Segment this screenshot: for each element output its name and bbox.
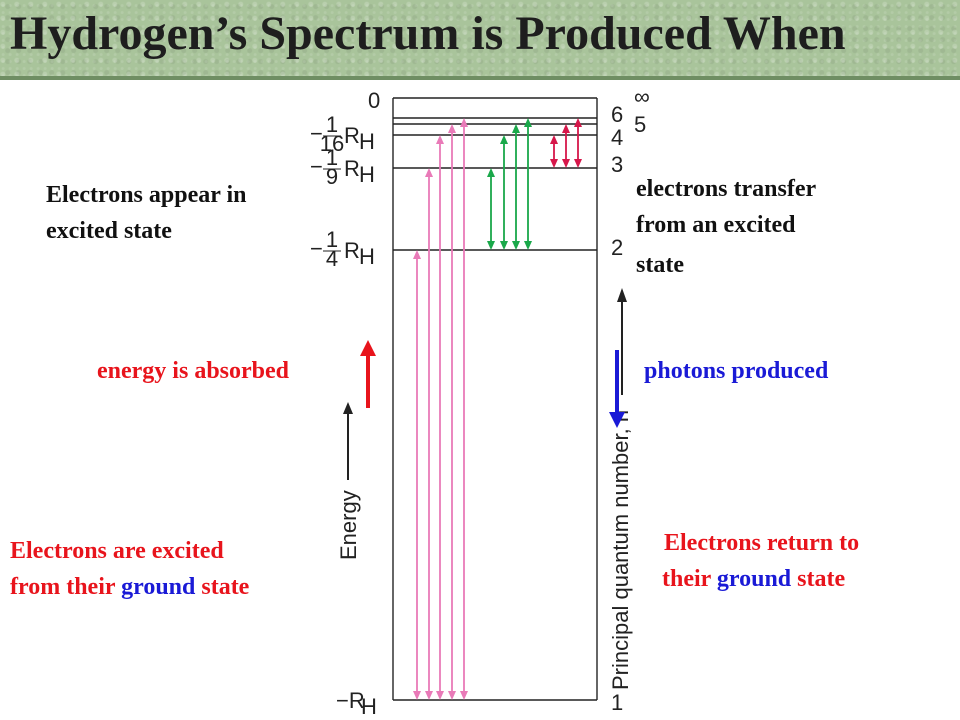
slide-title: Hydrogen’s Spectrum is Produced When <box>10 7 846 60</box>
n-label-2: 2 <box>611 235 623 260</box>
return-text-b: state <box>791 566 846 592</box>
balmer-transition-6-2 <box>524 118 532 250</box>
n-label-5: 5 <box>634 112 646 137</box>
lyman-transition-2-1 <box>413 250 421 700</box>
title-bar: Hydrogen’s Spectrum is Produced When <box>0 0 960 80</box>
svg-text:4: 4 <box>326 246 338 271</box>
n-label-4: 4 <box>611 125 623 150</box>
level-box <box>392 98 598 700</box>
lyman-transition-5-1 <box>448 124 456 700</box>
svg-text:R: R <box>344 123 360 148</box>
n-label-6: 6 <box>611 102 623 127</box>
photons-produced-label: photons produced <box>644 358 829 384</box>
excited-from-line2: from their ground state <box>10 572 249 602</box>
quantum-axis-label: Principal quantum number, n <box>608 410 633 690</box>
balmer-transition-5-2 <box>512 124 520 250</box>
svg-text:H: H <box>359 244 375 269</box>
svg-text:1: 1 <box>326 227 338 252</box>
svg-text:R: R <box>344 238 360 263</box>
svg-text:1: 1 <box>326 145 338 170</box>
lyman-transition-6-1 <box>460 118 468 700</box>
excited-from-line1: Electrons are excited <box>10 538 224 564</box>
energy-zero-label: 0 <box>368 88 380 113</box>
svg-text:9: 9 <box>326 164 338 189</box>
energy-absorbed-label: energy is absorbed <box>97 358 289 384</box>
energy-level-diagram: Energy Principal quantum number, n ∞6 543… <box>310 84 650 719</box>
svg-text:−R: −R <box>336 688 365 713</box>
lyman-transition-4-1 <box>436 135 444 700</box>
return-ground: ground <box>716 566 792 592</box>
paschen-transition-5-3 <box>562 124 570 168</box>
svg-text:R: R <box>344 156 360 181</box>
svg-text:−: − <box>310 121 323 146</box>
return-text-a: their <box>662 566 717 592</box>
energy-label-n2: −14 R H <box>310 227 375 271</box>
excited-from-text-a: from their <box>10 574 122 600</box>
excited-from-text-b: state <box>195 574 250 600</box>
lyman-transition-3-1 <box>425 168 433 700</box>
emitted-arrow <box>609 350 625 428</box>
absorbed-arrow <box>360 340 376 408</box>
transfer-line2: from an excited <box>636 212 796 238</box>
transfer-line1: electrons transfer <box>636 176 817 202</box>
svg-text:H: H <box>359 162 375 187</box>
quantum-number-axis: Principal quantum number, n <box>608 288 633 690</box>
return-line2: their ground state <box>662 564 845 594</box>
svg-text:1: 1 <box>326 112 338 137</box>
excited-appear-line1: Electrons appear in <box>46 182 247 208</box>
svg-text:−: − <box>310 236 323 261</box>
paschen-transition-4-3 <box>550 135 558 168</box>
n-label-3: 3 <box>611 152 623 177</box>
svg-text:H: H <box>361 694 377 719</box>
balmer-transition-4-2 <box>500 135 508 250</box>
transitions <box>413 118 582 700</box>
n-label-infinity: ∞ <box>634 84 650 109</box>
energy-axis-label: Energy <box>336 490 361 560</box>
balmer-transition-3-2 <box>487 168 495 250</box>
energy-axis: Energy <box>336 402 361 560</box>
return-line1: Electrons return to <box>664 530 860 556</box>
excited-appear-line2: excited state <box>46 218 172 244</box>
excited-from-ground: ground <box>121 574 196 600</box>
svg-text:−: − <box>310 154 323 179</box>
energy-label-n3: −19 R H <box>310 145 375 189</box>
svg-text:16: 16 <box>320 131 344 156</box>
svg-text:H: H <box>359 129 375 154</box>
energy-label-n1: −RH <box>336 688 377 719</box>
paschen-transition-6-3 <box>574 118 582 168</box>
energy-label-n4: −116 R H <box>310 112 375 156</box>
n-label-1: 1 <box>611 690 623 715</box>
transfer-line3: state <box>636 252 684 278</box>
